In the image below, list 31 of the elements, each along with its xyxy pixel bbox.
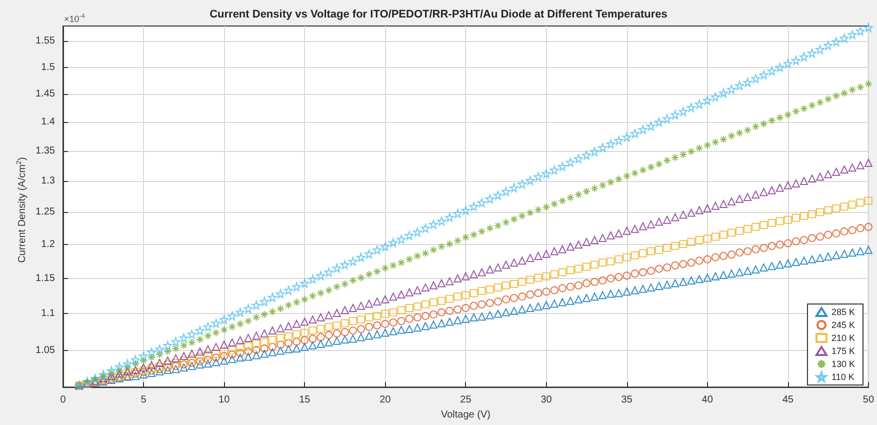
y-tick-label: 1.35	[36, 146, 56, 157]
x-tick-label: 25	[460, 394, 472, 406]
legend-label: 130 K	[831, 359, 856, 369]
legend-label: 210 K	[831, 333, 856, 343]
x-tick-label: 0	[60, 394, 66, 406]
text: ×10$^{-4}$	[64, 13, 85, 24]
legend-label: 110 K	[831, 372, 854, 382]
y-tick-label: 1.15	[36, 272, 56, 284]
y-tick-label: 1.45	[36, 88, 56, 100]
x-tick-label: 20	[380, 394, 392, 406]
x-tick-label: 15	[299, 394, 311, 406]
x-tick-label: 45	[782, 394, 794, 406]
legend-label: 285 K	[831, 307, 856, 317]
x-axis-title: Voltage (V)	[440, 410, 490, 420]
x-tick-label: 30	[540, 394, 552, 406]
x-tick-label: 5	[140, 394, 147, 406]
y-tick-label: 1.05	[36, 345, 56, 356]
y-tick-label: 1.2	[41, 239, 56, 250]
y-tick-label: 1.3	[41, 176, 56, 186]
legend-label: 245 K	[831, 320, 856, 330]
y-tick-label: 1.5	[41, 62, 56, 73]
x-tick-label: 35	[621, 394, 633, 406]
y-tick-label: 1.55	[36, 36, 56, 47]
y-tick-label: 1.4	[41, 116, 56, 128]
legend-label: 175 K	[831, 346, 856, 356]
x-tick-label: 10	[218, 394, 230, 406]
y-tick-label: 1.1	[41, 308, 56, 320]
chart-title: Current Density vs Voltage for ITO/PEDOT/RR-P3HT/Au Diode at Different Temperatures	[210, 8, 668, 20]
x-tick-label: 50	[862, 394, 874, 406]
x-tick-label: 40	[702, 394, 714, 406]
y-tick-label: 1.25	[36, 206, 56, 218]
